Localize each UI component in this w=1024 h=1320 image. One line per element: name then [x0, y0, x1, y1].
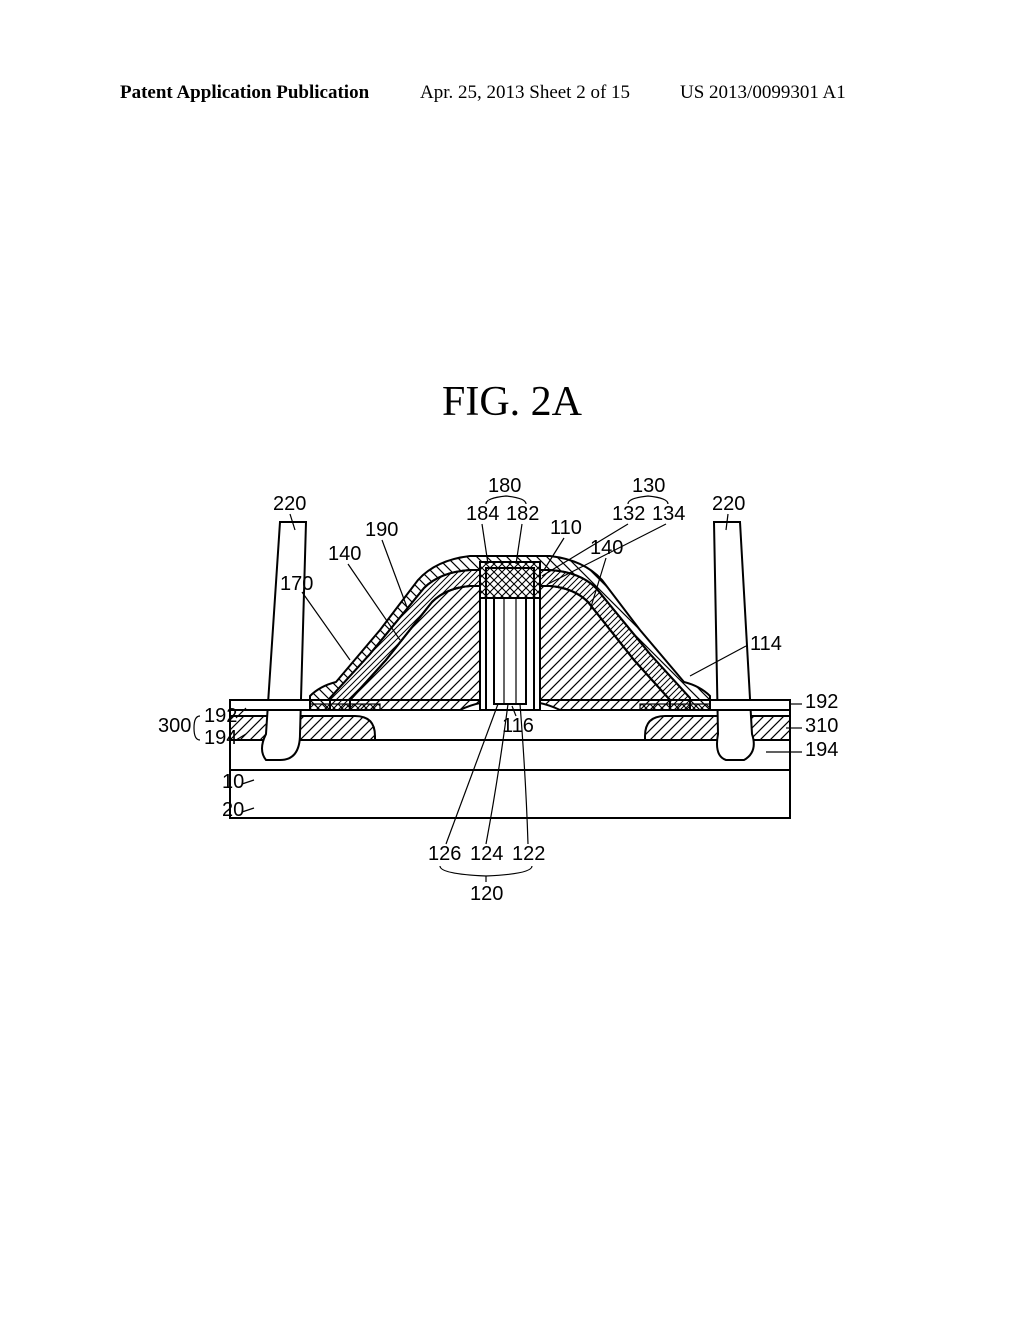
figure-title: FIG. 2A	[0, 378, 1024, 426]
label-192-right: 192	[805, 691, 838, 713]
gate-inner	[494, 598, 526, 704]
label-126: 126	[428, 843, 461, 865]
label-10: 10	[222, 771, 244, 793]
label-130: 130	[632, 475, 665, 497]
header-date-sheet: Apr. 25, 2013 Sheet 2 of 15	[420, 82, 630, 104]
label-194-left: 194	[204, 727, 237, 749]
brace-120	[440, 866, 532, 876]
label-124: 124	[470, 843, 503, 865]
label-220-right: 220	[712, 493, 745, 515]
header-pub-number: US 2013/0099301 A1	[680, 82, 846, 104]
cross-section-diagram: 220 190 140 170 180 184 182 110 140 130 …	[150, 460, 870, 960]
label-300: 300	[158, 715, 191, 737]
label-192-left: 192	[204, 705, 237, 727]
label-20: 20	[222, 799, 244, 821]
contact-right	[714, 522, 754, 760]
label-194-right: 194	[805, 739, 838, 761]
label-182: 182	[506, 503, 539, 525]
label-140-left: 140	[328, 543, 361, 565]
label-120: 120	[470, 883, 503, 905]
label-184: 184	[466, 503, 499, 525]
label-170: 170	[280, 573, 313, 595]
well-left	[230, 716, 375, 740]
header-publication: Patent Application Publication	[120, 82, 369, 104]
brace-300	[194, 716, 200, 740]
gate-cap	[480, 562, 540, 598]
label-134: 134	[652, 503, 685, 525]
label-220-left: 220	[273, 493, 306, 515]
figure-2a: 220 190 140 170 180 184 182 110 140 130 …	[150, 460, 870, 960]
label-122: 122	[512, 843, 545, 865]
label-114: 114	[750, 633, 782, 655]
label-310: 310	[805, 715, 838, 737]
contact-left	[262, 522, 306, 760]
label-190: 190	[365, 519, 398, 541]
label-116: 116	[502, 715, 534, 737]
label-180: 180	[488, 475, 521, 497]
label-110: 110	[550, 517, 582, 539]
label-132: 132	[612, 503, 645, 525]
